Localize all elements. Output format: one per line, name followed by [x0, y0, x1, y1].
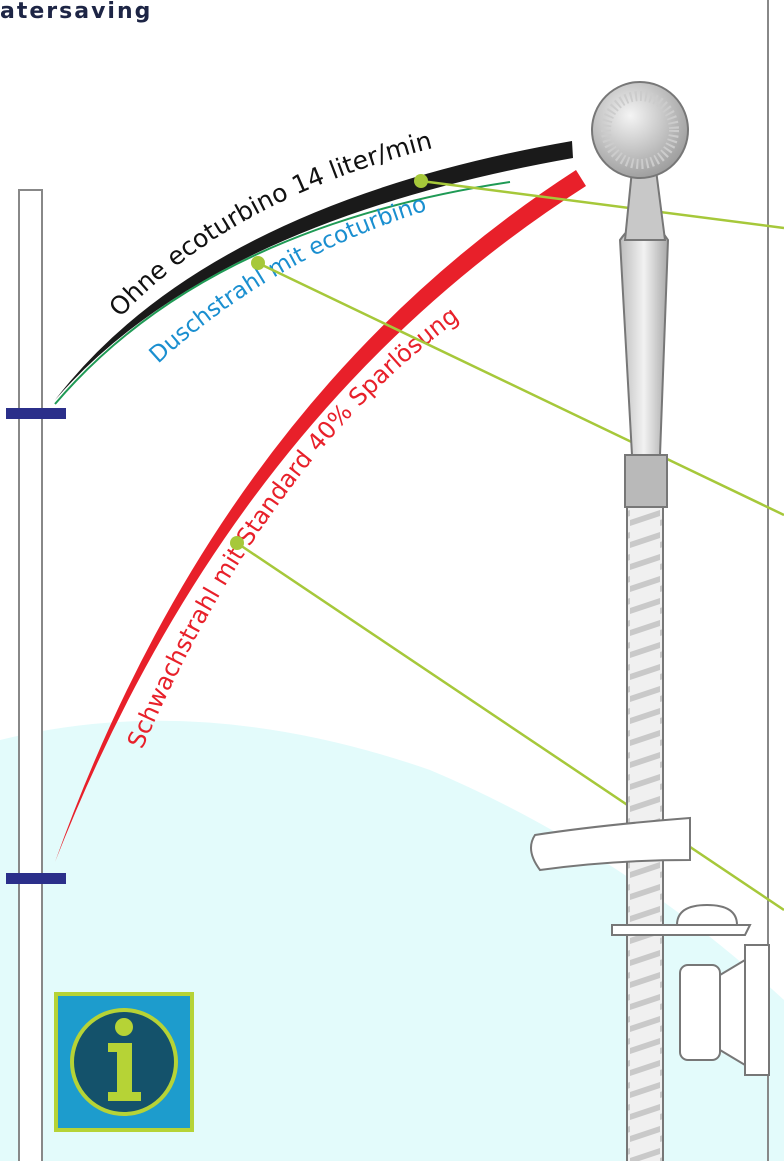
measuring-pole — [19, 190, 42, 1161]
marker — [6, 408, 66, 419]
marker — [6, 873, 66, 884]
page: {"header": {"brand": "atersaving"}, "lab… — [0, 0, 784, 1161]
info-button[interactable] — [56, 994, 192, 1130]
brand: atersaving — [0, 0, 152, 24]
illustration: atersaving Ohne ecoturbino 14 liter/min … — [0, 0, 784, 1161]
label-standard: Schwachstrahl mit Standard 40% Sparlösun… — [122, 301, 464, 752]
label-standard-text: Schwachstrahl mit Standard 40% Sparlösun… — [122, 301, 464, 752]
